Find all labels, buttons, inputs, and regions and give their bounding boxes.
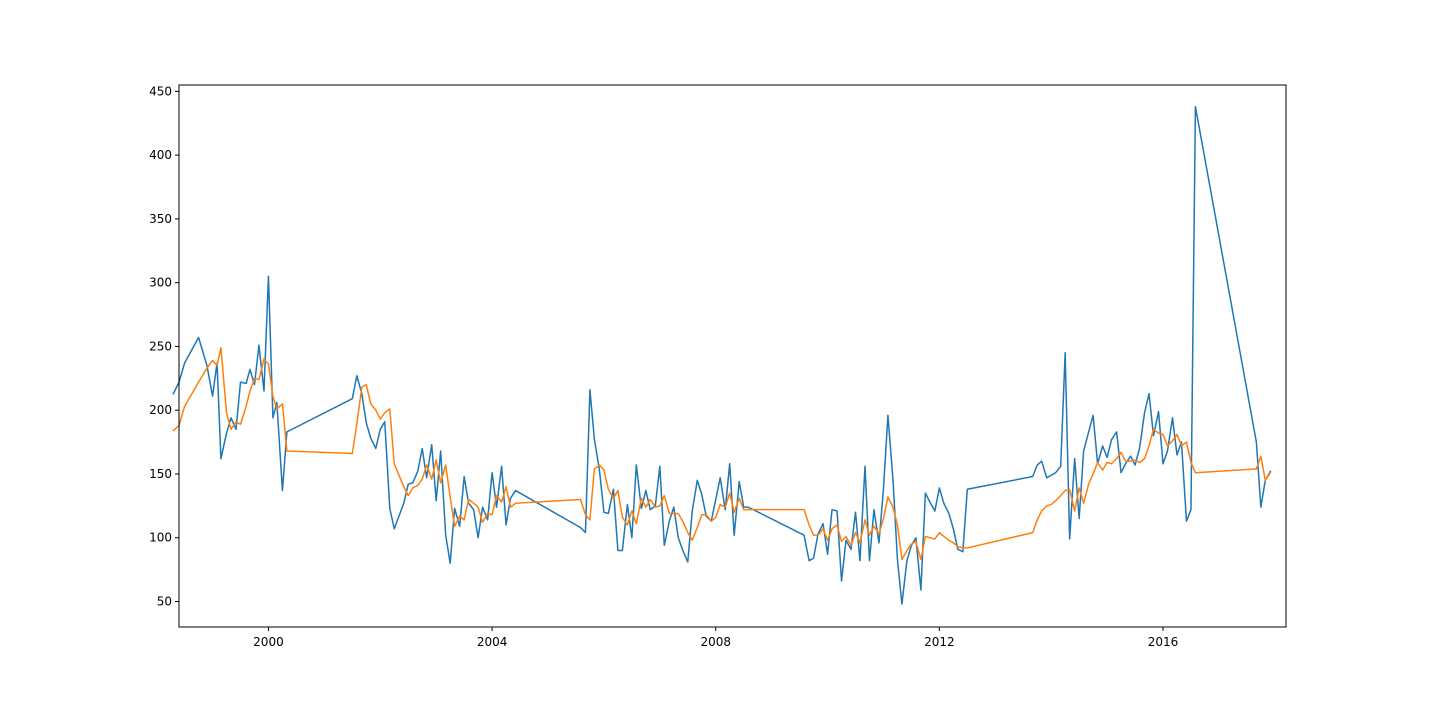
- series-line-2: [172, 346, 1272, 561]
- x-tick-label: 2016: [1148, 635, 1179, 649]
- y-tick-label: 150: [149, 467, 172, 481]
- axes-frame: [178, 84, 1287, 628]
- y-axis: 50 100 150 200 250 300 350 400 450: [149, 84, 179, 608]
- y-tick-label: 50: [157, 594, 172, 608]
- plot-area: [172, 105, 1272, 605]
- y-tick-label: 100: [149, 531, 172, 545]
- x-axis: 2000 2004 2008 2012 2016: [253, 627, 1178, 649]
- x-tick-label: 2008: [700, 635, 731, 649]
- x-tick-label: 2012: [924, 635, 955, 649]
- x-tick-label: 2004: [477, 635, 508, 649]
- y-tick-label: 350: [149, 212, 172, 226]
- y-tick-label: 450: [149, 84, 172, 98]
- y-tick-label: 200: [149, 403, 172, 417]
- y-tick-label: 400: [149, 148, 172, 162]
- x-tick-label: 2000: [253, 635, 284, 649]
- y-tick-label: 300: [149, 276, 172, 290]
- y-tick-label: 250: [149, 339, 172, 353]
